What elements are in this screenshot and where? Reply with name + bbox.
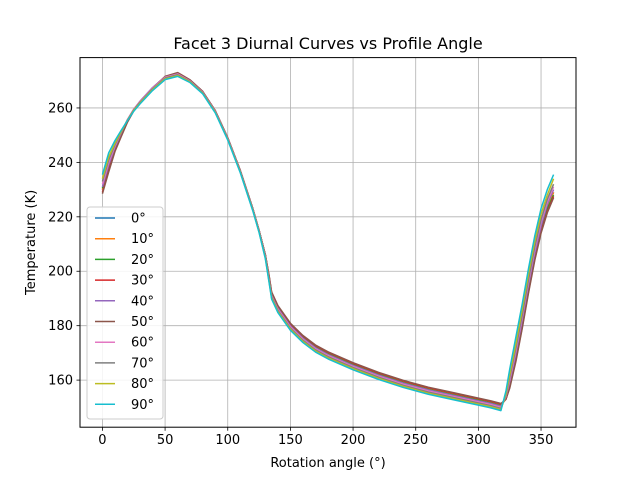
plot-area <box>101 71 555 412</box>
plot-frame <box>79 57 577 428</box>
x-axis-title: Rotation angle (°) <box>270 456 385 471</box>
chart-title: Facet 3 Diurnal Curves vs Profile Angle <box>173 34 482 53</box>
x-tick-label: 250 <box>403 433 428 448</box>
x-tick-label: 150 <box>278 433 303 448</box>
legend-label: 70° <box>131 356 154 371</box>
y-tick-label: 180 <box>48 319 73 334</box>
y-tick-label: 200 <box>48 265 73 280</box>
y-tick-label: 160 <box>48 374 73 389</box>
legend-label: 80° <box>131 377 154 392</box>
y-tick-label: 260 <box>48 101 73 116</box>
y-axis-title: Temperature (K) <box>24 190 39 296</box>
series-line-9 <box>101 75 555 412</box>
y-tick-label: 240 <box>48 156 73 171</box>
legend: 0° 10° 20° 30° 40° 50° 60° 70° 80° 90° <box>86 206 164 420</box>
x-tick-label: 0 <box>98 433 106 448</box>
legend-label: 20° <box>131 253 154 268</box>
y-tick-label: 220 <box>48 210 73 225</box>
x-tick-label: 300 <box>466 433 491 448</box>
x-tick-label: 350 <box>529 433 554 448</box>
legend-label: 10° <box>131 232 154 247</box>
legend-label: 30° <box>131 274 154 289</box>
legend-label: 40° <box>131 294 154 309</box>
legend-label: 0° <box>131 212 146 227</box>
x-tick-label: 100 <box>215 433 240 448</box>
x-tick-label: 50 <box>157 433 174 448</box>
axis-ticks: 0 50 100 150 200 250 300 350 160 180 200 220 240 260 <box>48 101 553 448</box>
legend-label: 50° <box>131 315 154 330</box>
legend-label: 60° <box>131 336 154 351</box>
legend-label: 90° <box>131 398 154 413</box>
x-tick-label: 200 <box>341 433 366 448</box>
